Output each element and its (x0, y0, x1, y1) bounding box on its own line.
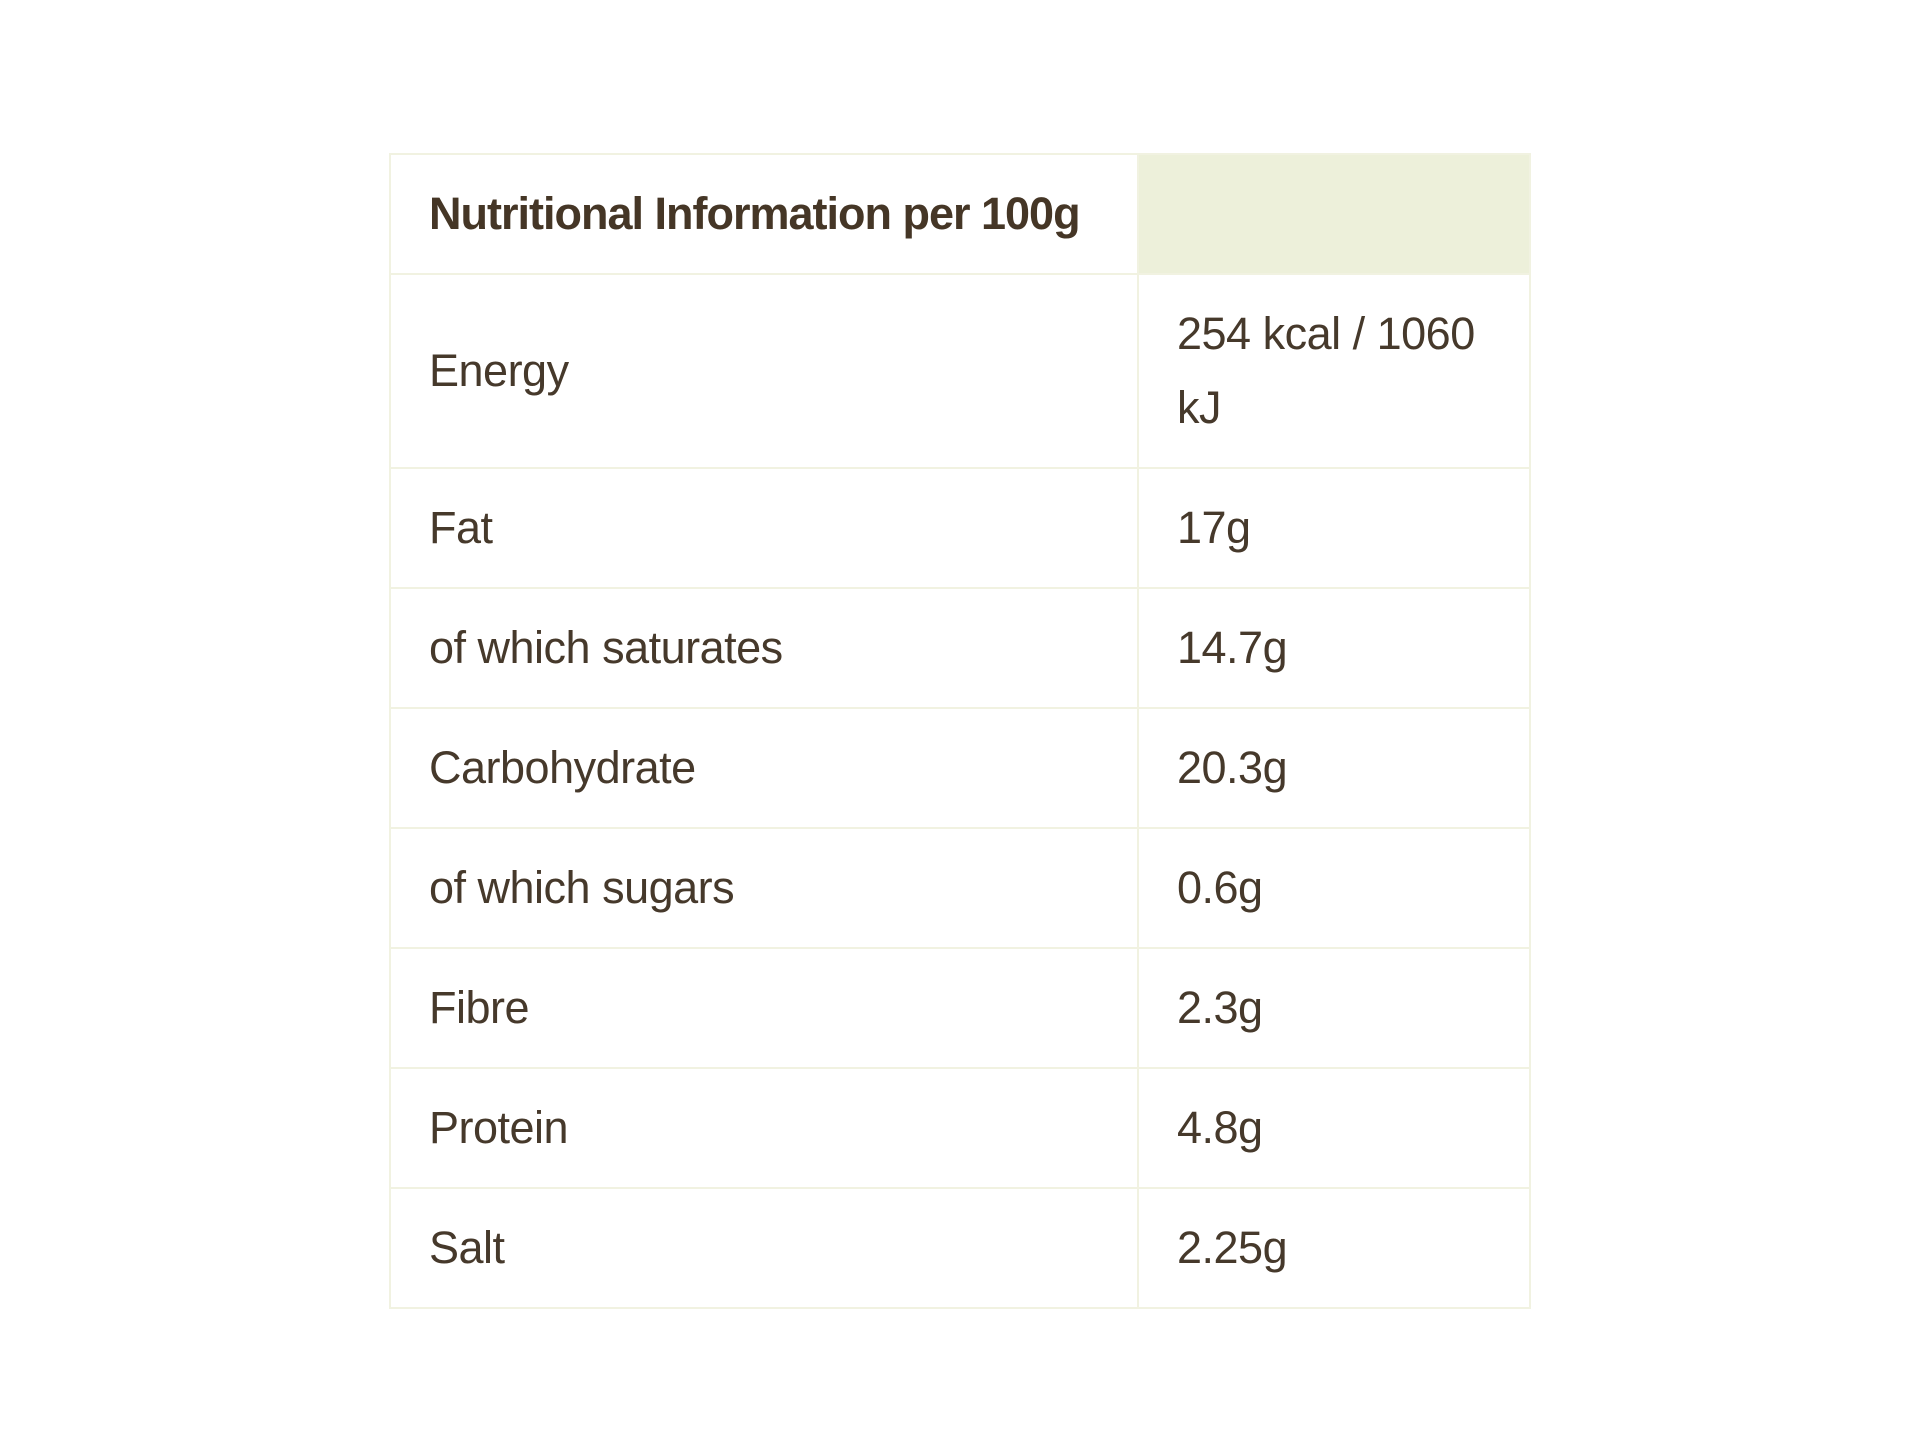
page: Nutritional Information per 100g Energy … (0, 153, 1920, 1440)
nutrient-value: 2.3g (1137, 947, 1531, 1069)
table-title: Nutritional Information per 100g (389, 153, 1139, 275)
nutrient-value: 20.3g (1137, 707, 1531, 829)
table-row: Fibre 2.3g (389, 947, 1531, 1069)
table-row: of which sugars 0.6g (389, 827, 1531, 949)
table-row: Carbohydrate 20.3g (389, 707, 1531, 829)
nutrient-value: 2.25g (1137, 1187, 1531, 1309)
nutrient-label: Fat (389, 467, 1139, 589)
header-spacer-cell (1137, 153, 1531, 275)
table-row: Fat 17g (389, 467, 1531, 589)
nutrient-label: of which saturates (389, 587, 1139, 709)
nutrient-label: of which sugars (389, 827, 1139, 949)
nutrient-label: Energy (389, 273, 1139, 469)
nutrient-value: 17g (1137, 467, 1531, 589)
nutrient-label: Protein (389, 1067, 1139, 1189)
nutrient-label: Salt (389, 1187, 1139, 1309)
table-header-row: Nutritional Information per 100g (389, 153, 1531, 275)
table-row: Energy 254 kcal / 1060 kJ (389, 273, 1531, 469)
table-row: Protein 4.8g (389, 1067, 1531, 1189)
table-row: of which saturates 14.7g (389, 587, 1531, 709)
nutrient-value: 254 kcal / 1060 kJ (1137, 273, 1531, 469)
nutrient-value: 4.8g (1137, 1067, 1531, 1189)
nutrient-value: 0.6g (1137, 827, 1531, 949)
table-row: Salt 2.25g (389, 1187, 1531, 1309)
nutrient-value: 14.7g (1137, 587, 1531, 709)
nutrient-label: Carbohydrate (389, 707, 1139, 829)
nutrient-label: Fibre (389, 947, 1139, 1069)
nutrition-table: Nutritional Information per 100g Energy … (389, 153, 1531, 1309)
